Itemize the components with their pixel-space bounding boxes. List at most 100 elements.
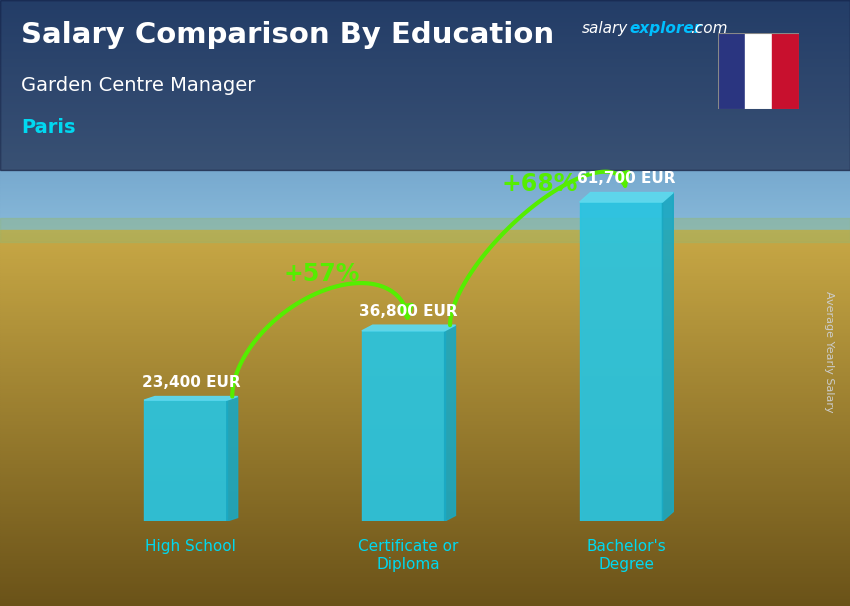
Text: Certificate or
Diploma: Certificate or Diploma xyxy=(359,539,459,571)
Bar xyxy=(0,541,850,542)
Bar xyxy=(0,121,850,122)
Bar xyxy=(0,247,850,249)
Bar xyxy=(0,33,850,35)
Bar xyxy=(0,227,850,228)
Bar xyxy=(0,321,850,322)
Bar xyxy=(0,497,850,499)
Bar xyxy=(0,167,850,168)
Bar xyxy=(0,268,850,270)
Bar xyxy=(0,444,850,446)
Bar xyxy=(0,120,850,121)
Bar xyxy=(0,365,850,367)
Bar xyxy=(0,50,850,51)
Bar xyxy=(0,0,850,1)
Bar xyxy=(0,538,850,541)
Bar xyxy=(0,69,850,70)
Bar xyxy=(0,459,850,461)
Bar xyxy=(0,302,850,304)
Bar xyxy=(0,225,850,227)
Bar xyxy=(0,415,850,416)
Bar xyxy=(0,158,850,159)
Bar xyxy=(0,83,850,84)
Bar xyxy=(0,23,850,24)
Bar xyxy=(0,24,850,25)
Bar xyxy=(0,178,850,179)
Bar xyxy=(0,19,850,21)
Bar xyxy=(0,322,850,324)
Bar xyxy=(0,185,850,187)
Bar xyxy=(0,499,850,501)
Text: explorer: explorer xyxy=(629,21,701,36)
Bar xyxy=(0,388,850,390)
Bar xyxy=(0,9,850,10)
Bar xyxy=(0,142,850,143)
Text: 36,800 EUR: 36,800 EUR xyxy=(360,304,458,319)
Bar xyxy=(0,228,850,229)
Bar xyxy=(0,392,850,394)
Bar xyxy=(0,563,850,565)
Bar xyxy=(0,42,850,44)
Bar xyxy=(0,108,850,109)
Bar xyxy=(0,550,850,551)
Bar xyxy=(0,179,850,181)
Bar xyxy=(0,85,850,87)
Bar xyxy=(0,184,850,185)
Bar xyxy=(0,364,850,365)
Bar xyxy=(0,51,850,52)
Bar xyxy=(0,431,850,433)
Bar xyxy=(0,408,850,411)
Bar xyxy=(0,77,850,78)
Text: Paris: Paris xyxy=(21,118,76,137)
Bar xyxy=(0,458,850,459)
Bar xyxy=(0,505,850,507)
Bar xyxy=(0,339,850,341)
Bar xyxy=(0,67,850,68)
Bar xyxy=(0,64,850,65)
Bar xyxy=(0,96,850,97)
Bar xyxy=(0,379,850,381)
Bar xyxy=(0,599,850,601)
Bar xyxy=(0,122,850,123)
Bar xyxy=(0,29,850,30)
Bar xyxy=(0,153,850,155)
Bar xyxy=(0,147,850,148)
Bar xyxy=(0,164,850,165)
Bar xyxy=(0,170,850,171)
Bar xyxy=(0,59,850,60)
Bar xyxy=(0,298,850,300)
Bar xyxy=(0,22,850,23)
Bar xyxy=(144,400,227,521)
Bar xyxy=(0,0,850,170)
Bar xyxy=(0,561,850,563)
Bar xyxy=(0,399,850,401)
Bar xyxy=(0,386,850,388)
Bar xyxy=(0,428,850,430)
Bar xyxy=(0,533,850,534)
Bar xyxy=(0,65,850,67)
Bar xyxy=(0,234,850,236)
Bar xyxy=(0,75,850,76)
Bar xyxy=(0,139,850,141)
Bar xyxy=(0,187,850,188)
Bar xyxy=(0,454,850,456)
Bar xyxy=(0,219,850,220)
Bar xyxy=(0,155,850,156)
Polygon shape xyxy=(144,396,238,400)
Bar xyxy=(0,362,850,364)
Bar xyxy=(0,490,850,491)
Bar xyxy=(0,591,850,593)
Bar xyxy=(0,14,850,15)
Bar xyxy=(0,95,850,96)
Bar xyxy=(0,594,850,596)
Bar xyxy=(0,36,850,37)
Bar xyxy=(0,343,850,345)
Bar xyxy=(0,166,850,167)
Bar xyxy=(0,18,850,19)
Bar xyxy=(0,465,850,467)
Bar xyxy=(0,345,850,347)
Bar xyxy=(0,572,850,574)
Bar xyxy=(0,148,850,150)
Bar xyxy=(0,112,850,113)
Bar xyxy=(0,551,850,553)
Polygon shape xyxy=(580,193,673,202)
